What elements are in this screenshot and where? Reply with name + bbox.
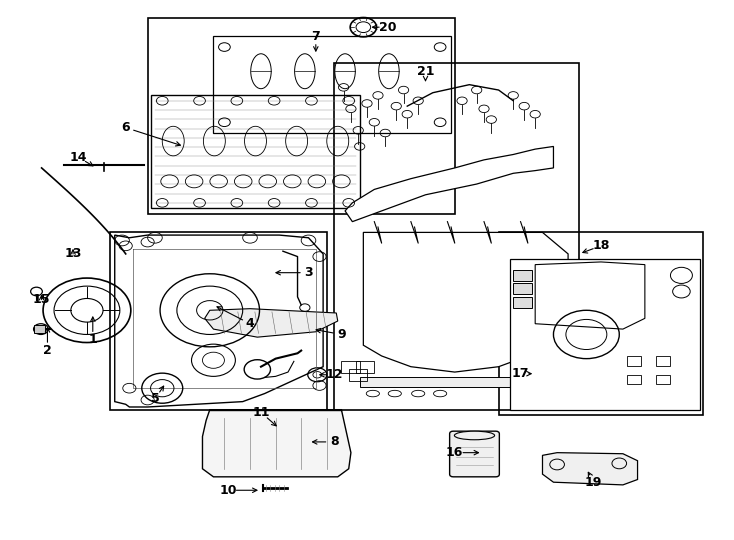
Bar: [498, 232, 703, 415]
Text: 9: 9: [337, 328, 346, 341]
Bar: [349, 369, 367, 381]
Bar: [34, 325, 45, 333]
Polygon shape: [203, 410, 351, 477]
Text: 6: 6: [121, 121, 130, 134]
Bar: [513, 284, 531, 294]
Polygon shape: [205, 309, 338, 337]
Polygon shape: [363, 232, 568, 372]
Bar: [509, 259, 700, 410]
Bar: [513, 270, 531, 281]
Text: 10: 10: [219, 484, 237, 497]
Text: 15: 15: [33, 293, 51, 306]
Bar: [627, 375, 642, 384]
Text: 16: 16: [446, 446, 463, 459]
Text: 2: 2: [43, 344, 52, 357]
Bar: [341, 361, 360, 373]
FancyBboxPatch shape: [450, 431, 499, 477]
Text: 21: 21: [417, 65, 435, 78]
Bar: [151, 96, 360, 208]
Text: 7: 7: [311, 30, 320, 43]
Bar: [656, 356, 670, 366]
Polygon shape: [535, 262, 645, 329]
Text: 13: 13: [65, 247, 81, 260]
Text: 14: 14: [70, 151, 87, 164]
Text: 17: 17: [512, 367, 529, 380]
Ellipse shape: [454, 431, 495, 440]
Text: 12: 12: [325, 368, 343, 381]
Bar: [334, 63, 579, 410]
Bar: [356, 361, 374, 373]
Bar: [148, 17, 455, 214]
Text: 8: 8: [330, 435, 338, 448]
Bar: [627, 356, 642, 366]
Bar: [656, 375, 670, 384]
Text: 1: 1: [88, 333, 97, 346]
Bar: [214, 36, 451, 133]
Text: 18: 18: [592, 239, 610, 252]
Text: 4: 4: [246, 317, 255, 330]
Polygon shape: [345, 146, 553, 221]
Polygon shape: [115, 235, 323, 407]
Bar: [513, 297, 531, 308]
Bar: [360, 377, 557, 387]
Polygon shape: [542, 453, 638, 485]
Text: 5: 5: [150, 393, 159, 406]
Text: 20: 20: [379, 21, 396, 33]
Text: 3: 3: [304, 266, 313, 279]
Text: 11: 11: [252, 406, 269, 419]
Bar: [109, 232, 327, 410]
Text: 19: 19: [585, 476, 603, 489]
